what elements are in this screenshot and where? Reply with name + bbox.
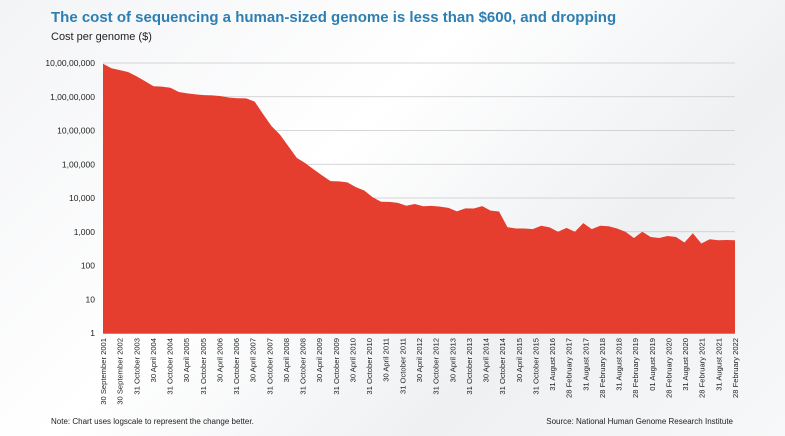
x-tick-label: 28 February 2022 xyxy=(731,338,740,398)
y-tick-label: 1 xyxy=(90,328,95,338)
x-tick-label: 31 October 2008 xyxy=(299,338,308,395)
chart-title: The cost of sequencing a human-sized gen… xyxy=(51,9,617,26)
x-tick-label: 31 October 2014 xyxy=(498,338,507,395)
x-tick-label: 28 February 2020 xyxy=(664,338,673,398)
x-tick-label: 31 October 2011 xyxy=(398,338,407,394)
x-tick-label: 30 April 2009 xyxy=(315,338,324,382)
x-tick-label: 31 October 2003 xyxy=(132,338,141,395)
y-tick-label: 1,00,00,000 xyxy=(50,92,95,102)
x-tick-label: 31 August 2020 xyxy=(681,338,690,391)
x-tick-label: 31 August 2016 xyxy=(548,338,557,391)
x-tick-label: 31 October 2005 xyxy=(199,338,208,395)
y-axis-ticks: 1 10 100 1,000 10,000 1,00,000 10,00,000 1,00,0… xyxy=(45,58,95,338)
x-tick-label: 31 August 2021 xyxy=(714,338,723,391)
x-tick-label: 31 October 2013 xyxy=(465,338,474,395)
x-tick-label: 30 April 2012 xyxy=(415,338,424,382)
x-tick-label: 30 April 2007 xyxy=(249,338,258,382)
x-tick-label: 31 October 2007 xyxy=(265,338,274,395)
x-tick-label: 31 October 2004 xyxy=(166,338,175,395)
y-tick-label: 10 xyxy=(86,294,96,304)
x-tick-label: 30 April 2008 xyxy=(282,338,291,382)
x-tick-label: 28 February 2019 xyxy=(631,338,640,398)
x-tick-label: 31 August 2018 xyxy=(615,338,624,391)
x-tick-label: 30 April 2015 xyxy=(515,338,524,382)
x-tick-label: 28 February 2017 xyxy=(565,338,574,398)
chart-source: Source: National Human Genome Research I… xyxy=(546,417,733,426)
y-tick-label: 10,00,00,000 xyxy=(45,58,95,68)
x-tick-label: 01 August 2019 xyxy=(648,338,657,391)
y-axis-title: Cost per genome ($) xyxy=(51,31,152,43)
cost-area xyxy=(103,63,735,334)
x-tick-label: 28 February 2018 xyxy=(598,338,607,398)
x-tick-label: 30 April 2011 xyxy=(382,338,391,382)
x-tick-label: 31 October 2010 xyxy=(365,338,374,395)
x-tick-label: 31 October 2012 xyxy=(432,338,441,395)
x-tick-label: 30 April 2014 xyxy=(482,338,491,382)
x-tick-label: 30 April 2004 xyxy=(149,338,158,382)
x-axis-ticks: 30 September 2001 30 September 2002 31 Oct… xyxy=(99,338,740,405)
x-tick-label: 31 October 2006 xyxy=(232,338,241,395)
y-tick-label: 10,000 xyxy=(69,193,95,203)
x-tick-label: 28 February 2021 xyxy=(698,338,707,398)
y-tick-label: 1,000 xyxy=(74,227,96,237)
x-tick-label: 31 October 2015 xyxy=(531,338,540,395)
x-tick-label: 30 April 2013 xyxy=(448,338,457,382)
y-tick-label: 100 xyxy=(81,261,95,271)
y-tick-label: 10,00,000 xyxy=(57,126,95,136)
x-tick-label: 31 October 2009 xyxy=(332,338,341,395)
x-tick-label: 30 April 2010 xyxy=(348,338,357,382)
x-tick-label: 30 April 2006 xyxy=(215,338,224,382)
y-tick-label: 1,00,000 xyxy=(62,159,95,169)
x-tick-label: 31 August 2017 xyxy=(581,338,590,391)
x-tick-label: 30 September 2002 xyxy=(116,338,125,405)
x-tick-label: 30 April 2005 xyxy=(182,338,191,382)
x-tick-label: 30 September 2001 xyxy=(99,338,108,405)
chart-note: Note: Chart uses logscale to represent t… xyxy=(51,417,254,426)
